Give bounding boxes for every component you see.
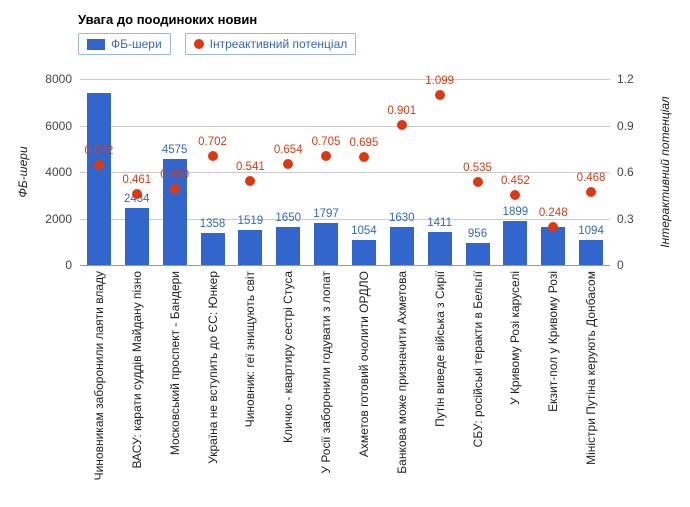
scatter-point[interactable] [510, 189, 521, 200]
bar-value-label: 1411 [427, 217, 452, 230]
scatter-point[interactable] [434, 89, 445, 100]
legend: ФБ-шери Інтреактивний потенціал [78, 33, 357, 55]
bar[interactable] [200, 233, 225, 265]
legend-item-fb-shares[interactable]: ФБ-шери [78, 33, 171, 55]
point-value-label: 0.461 [122, 173, 152, 186]
right-axis-tick-label: 0.6 [617, 165, 634, 179]
category-label: Україна не вступить до ЄС: Юнкер [205, 271, 220, 464]
scatter-point[interactable] [169, 184, 180, 195]
legend-item-label: ФБ-шери [111, 37, 162, 51]
gridline [80, 172, 610, 173]
bar-value-label: 1797 [313, 208, 339, 221]
bar-value-label: 1630 [388, 212, 415, 225]
point-value-label: 0.452 [500, 174, 530, 187]
right-axis-tick-label: 1.2 [617, 72, 634, 86]
gridline [80, 125, 610, 127]
bar-value-label: 7389 [86, 97, 112, 110]
chart-title: Увага до поодиноких новин [78, 12, 258, 27]
bar[interactable] [503, 220, 528, 265]
category-label: У Кривому Розі каруселі [508, 271, 523, 406]
bar[interactable] [86, 93, 111, 265]
bar-value-label: 956 [467, 227, 488, 240]
category-label: Московський проспект - Бандери [167, 271, 182, 456]
bar-value-label: 1899 [502, 205, 529, 218]
left-axis-tick-label: 2000 [45, 211, 72, 226]
point-value-label: 0.901 [387, 105, 417, 118]
category-label: ВАСУ: карати суддів Майдану пізно [129, 271, 144, 469]
bar[interactable] [162, 158, 187, 265]
right-axis-tick-label: 0.3 [617, 211, 634, 226]
bar[interactable] [238, 229, 263, 265]
point-value-label: 0.642 [84, 145, 114, 158]
scatter-point[interactable] [548, 221, 559, 232]
right-axis-title: Інтерактивний потенціал [658, 96, 672, 248]
scatter-point[interactable] [283, 158, 294, 169]
scatter-point[interactable] [321, 150, 332, 161]
bar[interactable] [314, 223, 339, 265]
right-axis-tick-label: 0.9 [617, 118, 634, 133]
point-value-label: 0.705 [311, 135, 341, 148]
point-value-label: 0.490 [160, 169, 190, 182]
category-label: Кличко - квартиру сестрі Стуса [281, 271, 296, 443]
bar[interactable] [351, 240, 376, 265]
category-label: Екзит-пол у Кривому Розі [546, 271, 561, 412]
dot-series-swatch-icon [193, 39, 204, 49]
left-axis-tick-label: 4000 [45, 165, 72, 179]
gridline [80, 218, 610, 220]
bar[interactable] [427, 232, 452, 265]
bar[interactable] [579, 239, 604, 265]
left-axis-tick-label: 0 [65, 258, 72, 272]
category-label: Чиновникам заборонили лаяти владу [91, 271, 106, 481]
left-axis-tick-label: 8000 [45, 72, 72, 86]
right-axis-tick-label: 0 [617, 258, 624, 272]
scatter-point[interactable] [586, 187, 597, 198]
point-value-label: 0.535 [463, 162, 492, 175]
category-label: Банкова може призначити Ахметова [394, 271, 409, 474]
bar-value-label: 1054 [351, 225, 377, 238]
scatter-point[interactable] [207, 151, 218, 162]
bar-value-label: 1650 [275, 211, 301, 224]
point-value-label: 0.695 [349, 137, 379, 150]
category-label: Ахметов готовий очолити ОРДЛО [356, 271, 371, 458]
bar[interactable] [124, 208, 149, 265]
bar-value-label: 1519 [237, 214, 264, 227]
scatter-point[interactable] [245, 176, 256, 187]
point-value-label: 0.468 [576, 172, 606, 185]
bar-value-label: 1358 [199, 218, 226, 231]
left-axis-tick-label: 6000 [45, 118, 72, 133]
legend-item-interactive-potential[interactable]: Інтреактивний потенціал [184, 33, 357, 55]
category-label: СБУ: російські теракти в Бельгії [470, 271, 485, 448]
bar[interactable] [541, 226, 566, 265]
bar-value-label: 4575 [161, 143, 188, 156]
category-label: Путін виведе війська з Сирії [432, 271, 447, 427]
gridline [80, 265, 610, 266]
category-label: У Росії заборонили годувати з лопат [319, 271, 334, 474]
scatter-point[interactable] [93, 160, 104, 171]
category-label: Міністри Путіна керують Донбасом [584, 271, 599, 465]
bar[interactable] [276, 226, 301, 265]
point-value-label: 0.654 [273, 143, 303, 156]
bar-value-label: 2434 [123, 193, 150, 206]
scatter-point[interactable] [358, 152, 369, 163]
bar[interactable] [465, 242, 490, 265]
point-value-label: 0.248 [538, 206, 568, 219]
scatter-point[interactable] [472, 177, 483, 188]
category-label: Чиновник: геї знищують світ [243, 271, 258, 428]
legend-item-label: Інтреактивний потенціал [209, 37, 348, 51]
bar-series-swatch-icon [87, 38, 105, 50]
scatter-point[interactable] [131, 188, 142, 199]
gridline [80, 79, 610, 80]
scatter-point[interactable] [396, 120, 407, 131]
point-value-label: 0.702 [198, 136, 227, 149]
bar[interactable] [389, 227, 414, 265]
point-value-label: 1.099 [425, 74, 455, 87]
bar-value-label: 1094 [578, 224, 604, 237]
point-value-label: 0.541 [235, 161, 265, 174]
